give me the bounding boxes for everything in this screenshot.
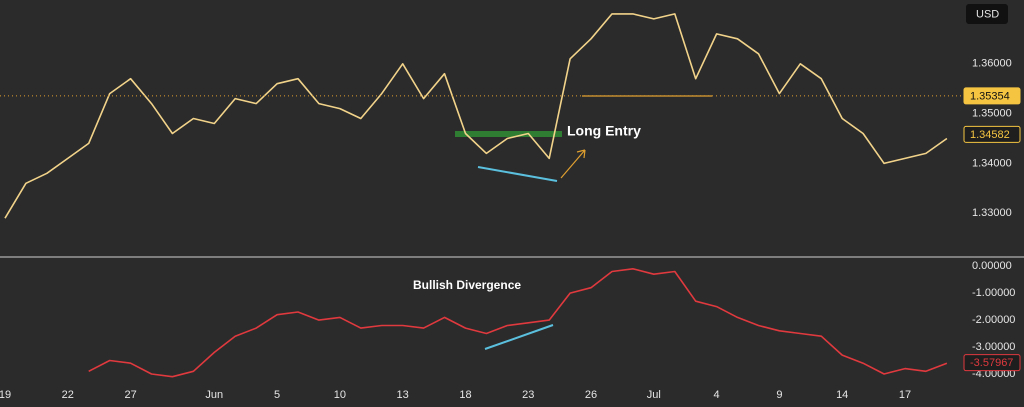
annotation: Bullish Divergence	[413, 278, 521, 292]
x-tick-label: Jun	[205, 389, 223, 401]
y-tick-label: 1.34000	[972, 157, 1012, 169]
annotation: Long Entry	[567, 123, 641, 139]
x-tick-label: 19	[0, 389, 11, 401]
x-tick-label: Jul	[647, 389, 661, 401]
y-tick-label: 1.36000	[972, 58, 1012, 70]
divergence-line	[477, 166, 558, 182]
x-tick-label: 13	[397, 389, 409, 401]
arrow	[560, 149, 586, 179]
price-tag-label: -3.57967	[970, 357, 1013, 369]
price-line	[4, 13, 948, 219]
x-tick-label: 18	[459, 389, 471, 401]
price-tag	[963, 87, 1021, 105]
price-line	[88, 268, 948, 378]
y-tick-label: 1.35000	[972, 107, 1012, 119]
x-tick-label: 10	[334, 389, 346, 401]
x-tick-label: 27	[124, 389, 136, 401]
y-tick-label: 0.00000	[972, 260, 1012, 272]
x-tick-label: 23	[522, 389, 534, 401]
y-tick-label: -1.00000	[972, 287, 1015, 299]
price-tag	[963, 354, 1021, 372]
x-tick-label: 26	[585, 389, 597, 401]
entry-zone	[455, 131, 562, 137]
x-tick-label: 9	[776, 389, 782, 401]
price-tag-label: 1.35354	[970, 90, 1010, 102]
x-tick-label: 4	[714, 389, 720, 401]
y-tick-label: -2.00000	[972, 314, 1015, 326]
currency-box	[966, 4, 1008, 24]
x-tick-label: 14	[836, 389, 848, 401]
y-tick-label: -3.00000	[972, 341, 1015, 353]
divergence-line	[484, 324, 554, 350]
price-tag-label: 1.34582	[970, 129, 1010, 141]
x-tick-label: 22	[62, 389, 74, 401]
x-tick-label: 17	[899, 389, 911, 401]
currency: USD	[976, 8, 999, 20]
y-tick-label: 1.33000	[972, 207, 1012, 219]
x-tick-label: 5	[274, 389, 280, 401]
price-tag	[963, 125, 1021, 143]
